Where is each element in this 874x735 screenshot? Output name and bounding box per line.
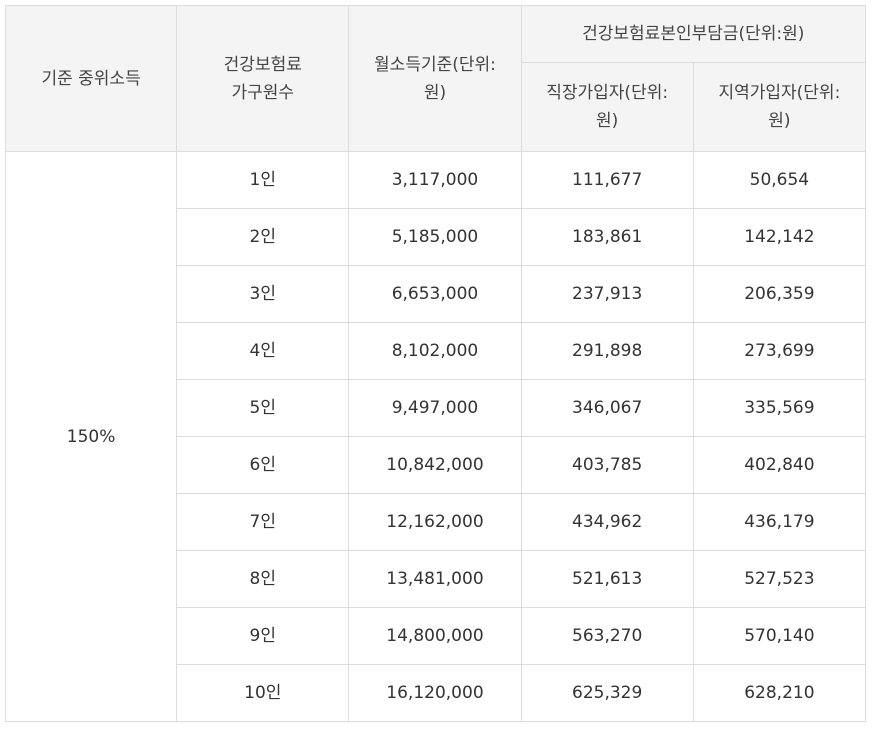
employee-cell: 403,785	[520, 436, 694, 494]
header-criteria: 기준 중위소득	[4, 5, 178, 152]
employee-cell: 183,861	[520, 208, 694, 266]
income-cell: 16,120,000	[348, 664, 522, 722]
regional-cell: 436,179	[692, 493, 867, 551]
table-body: 150% 1인 3,117,000 111,677 50,654 2인 5,18…	[4, 151, 867, 722]
employee-cell: 346,067	[520, 379, 694, 437]
table-row: 2인 5,185,000 183,861 142,142	[6, 208, 867, 266]
employee-cell: 521,613	[520, 550, 694, 608]
header-household: 건강보험료 가구원수	[176, 5, 350, 152]
household-cell: 6인	[176, 436, 350, 494]
header-subrow: 직장가입자(단위: 원) 지역가입자(단위: 원)	[6, 62, 867, 152]
income-cell: 9,497,000	[348, 379, 522, 437]
header-monthly-income: 월소득기준(단위: 원)	[348, 5, 522, 152]
income-cell: 3,117,000	[348, 151, 522, 209]
household-cell: 2인	[176, 208, 350, 266]
regional-cell: 570,140	[692, 607, 867, 665]
income-cell: 10,842,000	[348, 436, 522, 494]
regional-cell: 335,569	[692, 379, 867, 437]
household-cell: 9인	[176, 607, 350, 665]
income-cell: 6,653,000	[348, 265, 522, 323]
employee-cell: 563,270	[520, 607, 694, 665]
regional-cell: 402,840	[692, 436, 867, 494]
header-premium-group: 건강보험료본인부담금(단위:원)	[520, 5, 867, 63]
table-row: 10인 16,120,000 625,329 628,210	[6, 664, 867, 722]
table-row: 9인 14,800,000 563,270 570,140	[6, 607, 867, 665]
employee-cell: 111,677	[520, 151, 694, 209]
table-row: 5인 9,497,000 346,067 335,569	[6, 379, 867, 437]
criteria-cell: 150%	[4, 151, 178, 722]
table-row: 4인 8,102,000 291,898 273,699	[6, 322, 867, 380]
income-cell: 13,481,000	[348, 550, 522, 608]
household-cell: 8인	[176, 550, 350, 608]
regional-cell: 273,699	[692, 322, 867, 380]
household-cell: 3인	[176, 265, 350, 323]
household-cell: 10인	[176, 664, 350, 722]
table-row: 7인 12,162,000 434,962 436,179	[6, 493, 867, 551]
income-cell: 8,102,000	[348, 322, 522, 380]
employee-cell: 625,329	[520, 664, 694, 722]
household-cell: 1인	[176, 151, 350, 209]
table-row: 8인 13,481,000 521,613 527,523	[6, 550, 867, 608]
table-row: 150% 1인 3,117,000 111,677 50,654	[4, 151, 867, 722]
header-employee: 직장가입자(단위: 원)	[520, 62, 694, 152]
income-cell: 14,800,000	[348, 607, 522, 665]
income-cell: 12,162,000	[348, 493, 522, 551]
employee-cell: 291,898	[520, 322, 694, 380]
regional-cell: 628,210	[692, 664, 867, 722]
regional-cell: 206,359	[692, 265, 867, 323]
income-cell: 5,185,000	[348, 208, 522, 266]
regional-cell: 527,523	[692, 550, 867, 608]
table-row: 3인 6,653,000 237,913 206,359	[6, 265, 867, 323]
header-regional: 지역가입자(단위: 원)	[692, 62, 867, 152]
premium-table: 기준 중위소득 건강보험료 가구원수 월소득기준(단위: 원) 건강보험료본인부…	[4, 5, 867, 722]
employee-cell: 237,913	[520, 265, 694, 323]
header-row: 기준 중위소득 건강보험료 가구원수 월소득기준(단위: 원) 건강보험료본인부…	[4, 5, 867, 152]
regional-cell: 142,142	[692, 208, 867, 266]
household-cell: 4인	[176, 322, 350, 380]
household-cell: 7인	[176, 493, 350, 551]
household-cell: 5인	[176, 379, 350, 437]
table-row: 6인 10,842,000 403,785 402,840	[6, 436, 867, 494]
regional-cell: 50,654	[692, 151, 867, 209]
employee-cell: 434,962	[520, 493, 694, 551]
